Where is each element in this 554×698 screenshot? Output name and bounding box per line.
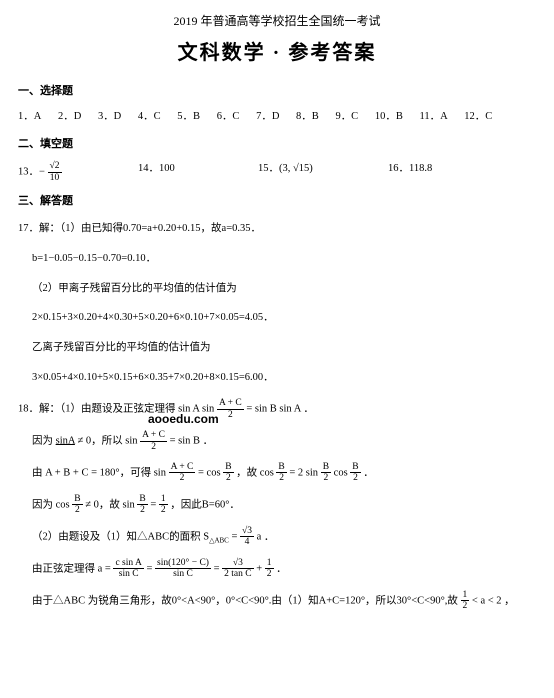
f1d: 2	[140, 442, 167, 452]
f5n: B	[321, 462, 331, 473]
f4d: 2	[276, 473, 286, 483]
mc-q11: 11．A	[419, 109, 447, 126]
q13-den: 10	[48, 173, 62, 183]
mc-q12: 12．C	[464, 109, 492, 126]
watermark: aooedu.com	[148, 410, 219, 429]
f14n: 1	[265, 558, 274, 569]
frac-ac2-n: A + C	[217, 398, 244, 409]
q18-p4: 因为 cos B2 ≠ 0，故 sin B2 = 12 ，因此B=60°．	[32, 494, 536, 516]
f12d: sin C	[155, 569, 211, 579]
f2n: A + C	[169, 462, 196, 473]
f10n: √3	[240, 526, 254, 537]
q18-p1: 18．解：（1）由题设及正弦定理得 sin A sin A + C2 = sin…	[18, 398, 536, 420]
q17-line6: 3×0.05+4×0.10+5×0.15+6×0.35+7×0.20+8×0.1…	[32, 368, 536, 388]
mc-q1: 1．A	[18, 109, 41, 126]
mc-answers-row: 1．A 2．D 3．D 4．C 5．B 6．C 7．D 8．B 9．C 10．B…	[18, 109, 536, 126]
q18-p6-d: +	[256, 563, 262, 574]
q18-p3: 由 A + B + C = 180°，可得 sin A + C2 = cos B…	[32, 462, 536, 484]
q18-p3-d: = 2 sin	[289, 467, 318, 478]
f11d: sin C	[113, 569, 143, 579]
q18-p2: 因为 sinA ≠ 0，所以 sin A + C2 = sin B ．	[32, 430, 536, 452]
mc-q7: 7．D	[256, 109, 279, 126]
q18-p7-a: 由于△ABC 为锐角三角形，故0°<A<90°，0°<C<90°.由（1）知A+…	[32, 595, 458, 606]
q18-p4-d: ，因此B=60°．	[170, 499, 240, 510]
q18-p3-a: 由 A + B + C = 180°，可得 sin	[32, 467, 166, 478]
exam-year-line: 2019 年普通高等学校招生全国统一考试	[18, 12, 536, 31]
q18-p4-a: 因为 cos	[32, 499, 70, 510]
q18-p3-f: ．	[363, 467, 374, 478]
f9n: 1	[159, 494, 168, 505]
mc-q4: 4．C	[138, 109, 161, 126]
mc-q8: 8．B	[296, 109, 319, 126]
mc-q9: 9．C	[335, 109, 358, 126]
q13-num: √2	[48, 161, 62, 172]
fill-q15: 15．(3, √15)	[258, 161, 388, 183]
f6d: 2	[350, 473, 360, 483]
exam-title: 文科数学 · 参考答案	[18, 37, 536, 69]
q18-p2-sina: sinA	[56, 435, 75, 446]
mc-q6: 6．C	[217, 109, 240, 126]
section-fill-title: 二、填空题	[18, 136, 536, 154]
q18-p6-c: =	[214, 563, 220, 574]
q18-p5-sub: △ABC	[209, 536, 229, 544]
q18-p2-a: 因为	[32, 435, 53, 446]
q18-p5-a: （2）由题设及（1）知△ABC的面积 S	[32, 531, 209, 542]
f6n: B	[350, 462, 360, 473]
f7n: B	[72, 494, 82, 505]
q18-p5-c: a ．	[257, 531, 275, 542]
q18-p5-b: =	[231, 531, 237, 542]
f10d: 4	[240, 537, 254, 547]
q18-p6: 由正弦定理得 a = c sin Asin C = sin(120° − C)s…	[32, 558, 536, 580]
f3d: 2	[223, 473, 233, 483]
f3n: B	[223, 462, 233, 473]
f5d: 2	[321, 473, 331, 483]
q17-line1: 17．解：（1）由已知得0.70=a+0.20+0.15，故a=0.35．	[18, 219, 536, 239]
f9d: 2	[159, 505, 168, 515]
f11n: c sin A	[113, 558, 143, 569]
fill-q16: 16．118.8	[388, 161, 432, 183]
q18-p6-a: 由正弦定理得 a =	[32, 563, 111, 574]
f8n: B	[137, 494, 147, 505]
f13d: 2 tan C	[222, 569, 253, 579]
q18-p6-b: =	[146, 563, 152, 574]
q17-line5: 乙离子残留百分比的平均值的估计值为	[32, 338, 536, 358]
section-mc-title: 一、选择题	[18, 83, 536, 101]
f8d: 2	[137, 505, 147, 515]
mc-q3: 3．D	[98, 109, 121, 126]
f14d: 2	[265, 569, 274, 579]
section-solution-title: 三、解答题	[18, 193, 536, 211]
f7d: 2	[72, 505, 82, 515]
f1n: A + C	[140, 430, 167, 441]
q18-p7-b: < a < 2 ，	[472, 595, 515, 606]
f15d: 2	[461, 601, 470, 611]
q17-line2: b=1−0.05−0.15−0.70=0.10．	[32, 249, 536, 269]
f15n: 1	[461, 590, 470, 601]
q18-p2-b: ≠ 0，所以 sin	[78, 435, 138, 446]
q17-line3: （2）甲离子残留百分比的平均值的估计值为	[32, 279, 536, 299]
q18-p3-e: cos	[334, 467, 348, 478]
fill-q13: 13．− √210	[18, 161, 138, 183]
mc-q5: 5．B	[177, 109, 200, 126]
q13-prefix: 13．	[18, 167, 39, 178]
q18-p4-c: =	[150, 499, 156, 510]
frac-ac2-d: 2	[217, 410, 244, 420]
q18-p3-c: ，故 cos	[236, 467, 274, 478]
f13n: √3	[222, 558, 253, 569]
q17-line4: 2×0.15+3×0.20+4×0.30+5×0.20+6×0.10+7×0.0…	[32, 308, 536, 328]
q18-p2-c: = sin B ．	[170, 435, 214, 446]
f12n: sin(120° − C)	[155, 558, 211, 569]
mc-q10: 10．B	[375, 109, 403, 126]
f2d: 2	[169, 473, 196, 483]
q18-p4-b: ≠ 0，故 sin	[85, 499, 135, 510]
mc-q2: 2．D	[58, 109, 81, 126]
q18-p7: 由于△ABC 为锐角三角形，故0°<A<90°，0°<C<90°.由（1）知A+…	[32, 590, 536, 612]
f4n: B	[276, 462, 286, 473]
fill-q14: 14．100	[138, 161, 258, 183]
q18-p1-end: = sin B sin A ．	[246, 404, 313, 415]
q18-p6-e: ．	[276, 563, 287, 574]
q18-p5: （2）由题设及（1）知△ABC的面积 S△ABC = √34 a ．	[32, 526, 536, 548]
fill-answers-row: 13．− √210 14．100 15．(3, √15) 16．118.8	[18, 161, 536, 183]
q18-p3-b: = cos	[198, 467, 221, 478]
